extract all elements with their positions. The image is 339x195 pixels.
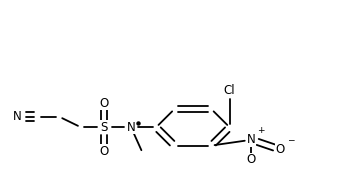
Text: O: O [275,143,284,156]
Text: S: S [101,121,108,134]
Text: N: N [127,121,136,134]
Text: N: N [13,110,22,123]
Text: −: − [287,136,294,144]
Text: +: + [257,126,265,135]
Text: O: O [100,145,109,158]
Text: O: O [247,153,256,167]
Text: Cl: Cl [224,84,236,97]
Text: O: O [100,97,109,110]
Text: N: N [247,133,256,146]
Text: N: N [247,133,256,146]
